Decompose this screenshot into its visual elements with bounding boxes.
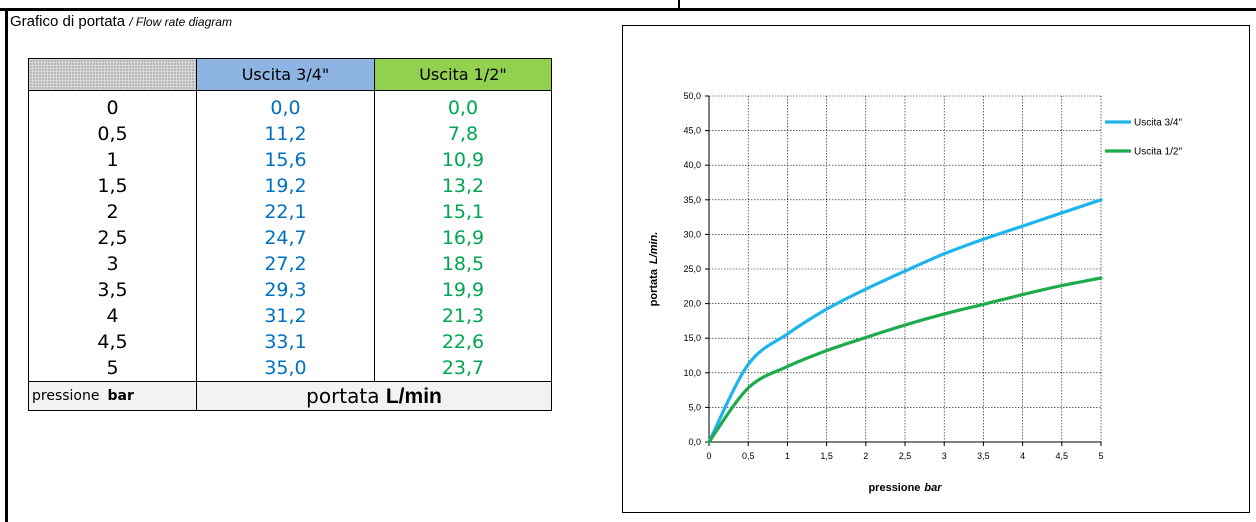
page-title: Grafico di portata / Flow rate diagram — [10, 13, 232, 30]
table-row: 0 0,0 0,0 — [28, 90, 552, 121]
pressure-unit: bar — [107, 388, 134, 404]
flow-3-4-cell: 27,2 — [196, 251, 375, 277]
frame-top-border — [0, 8, 1256, 11]
pressure-cell: 3,5 — [28, 277, 197, 303]
table-row: 3,5 29,3 19,9 — [28, 277, 552, 303]
legend-box — [1103, 133, 1207, 177]
x-tick-label: 1,5 — [820, 451, 833, 461]
flow-1-2-cell: 22,6 — [374, 329, 552, 355]
x-tick-label: 3 — [942, 451, 947, 461]
table-header-row: Uscita 3/4" Uscita 1/2" — [28, 58, 552, 91]
flow-3-4-cell: 31,2 — [196, 303, 375, 329]
table-footer-row: pressione bar portata L/min — [28, 381, 552, 411]
flow-label: portata — [306, 383, 380, 408]
flow-3-4-cell: 35,0 — [196, 355, 375, 382]
x-tick-label: 2 — [863, 451, 868, 461]
y-axis-unit: L/min. — [648, 232, 660, 264]
series-line-uscita-3-4 — [707, 198, 1103, 444]
flow-3-4-cell: 15,6 — [196, 147, 375, 173]
flow-3-4-cell: 0,0 — [196, 90, 375, 121]
x-axis-title-text: pressione — [868, 482, 920, 494]
table-row: 2 22,1 15,1 — [28, 199, 552, 225]
y-tick-label: 10,0 — [683, 368, 701, 378]
pressure-cell: 0 — [28, 90, 197, 121]
flow-1-2-cell: 16,9 — [374, 225, 552, 251]
table-row: 3 27,2 18,5 — [28, 251, 552, 277]
pressure-cell: 0,5 — [28, 121, 197, 147]
y-tick-label: 5,0 — [688, 402, 701, 412]
flow-3-4-cell: 24,7 — [196, 225, 375, 251]
flow-3-4-cell: 11,2 — [196, 121, 375, 147]
table-row: 4 31,2 21,3 — [28, 303, 552, 329]
flow-1-2-cell: 13,2 — [374, 173, 552, 199]
pressure-cell: 2 — [28, 199, 197, 225]
series-line-uscita-1-2 — [707, 276, 1103, 444]
x-tick-label: 4,5 — [1056, 451, 1069, 461]
flow-3-4-cell: 19,2 — [196, 173, 375, 199]
y-tick-label: 35,0 — [683, 195, 701, 205]
pressure-cell: 4,5 — [28, 329, 197, 355]
x-tick-label: 3,5 — [977, 451, 990, 461]
pressure-cell: 1,5 — [28, 173, 197, 199]
pressure-label-cell: pressione bar — [28, 381, 197, 411]
header-corner-cell — [28, 58, 197, 91]
y-tick-label: 30,0 — [683, 229, 701, 239]
y-tick-label: 45,0 — [683, 126, 701, 136]
flow-1-2-cell: 0,0 — [374, 90, 552, 121]
flow-1-2-cell: 18,5 — [374, 251, 552, 277]
pressure-cell: 2,5 — [28, 225, 197, 251]
flow-1-2-cell: 15,1 — [374, 199, 552, 225]
flow-1-2-cell: 10,9 — [374, 147, 552, 173]
x-tick-label: 1 — [785, 451, 790, 461]
pressure-label: pressione — [32, 388, 100, 404]
header-uscita-1-2: Uscita 1/2" — [374, 58, 552, 91]
subtitle-text: / Flow rate diagram — [129, 15, 232, 29]
flow-chart-panel: 0 0,5 1 1,5 2 2,5 3 3,5 4 4,5 5 0,0 5,0 10,0 15,0 20,0 2… — [622, 25, 1250, 513]
pressure-cell: 1 — [28, 147, 197, 173]
frame-left-border — [5, 8, 8, 522]
table-row: 1 15,6 10,9 — [28, 147, 552, 173]
y-tick-label: 50,0 — [683, 91, 701, 101]
flow-1-2-cell: 23,7 — [374, 355, 552, 382]
legend-label: Uscita 3/4" — [1134, 118, 1182, 129]
pressure-cell: 3 — [28, 251, 197, 277]
x-tick-label: 2,5 — [899, 451, 912, 461]
flow-rate-table: Uscita 3/4" Uscita 1/2" 0 0,0 0,0 0,5 11,2 7,… — [28, 58, 552, 411]
legend-label: Uscita 1/2" — [1134, 147, 1182, 158]
header-uscita-3-4: Uscita 3/4" — [196, 58, 375, 91]
y-axis-title-text: portata — [648, 268, 660, 306]
y-axis-title: portata L/min. — [648, 232, 660, 307]
flow-rate-chart: 0 0,5 1 1,5 2 2,5 3 3,5 4 4,5 50,05,010,015,020,02… — [648, 91, 1207, 494]
flow-1-2-cell: 21,3 — [374, 303, 552, 329]
pressure-cell: 5 — [28, 355, 197, 382]
flow-1-2-cell: 19,9 — [374, 277, 552, 303]
y-tick-label: 20,0 — [683, 299, 701, 309]
flow-unit: L/min — [385, 384, 442, 408]
x-tick-label: 4 — [1020, 451, 1025, 461]
table-row: 5 35,0 23,7 — [28, 355, 552, 382]
table-row: 2,5 24,7 16,9 — [28, 225, 552, 251]
x-axis-title: pressione bar — [868, 482, 942, 494]
y-tick-label: 0,0 — [688, 437, 701, 447]
flow-1-2-cell: 7,8 — [374, 121, 552, 147]
x-tick-label: 5 — [1098, 451, 1103, 461]
x-axis-unit: bar — [924, 482, 942, 494]
table-row: 1,5 19,2 13,2 — [28, 173, 552, 199]
flow-3-4-cell: 29,3 — [196, 277, 375, 303]
pressure-cell: 4 — [28, 303, 197, 329]
table-row: 4,5 33,1 22,6 — [28, 329, 552, 355]
y-tick-label: 40,0 — [683, 160, 701, 170]
flow-label-cell: portata L/min — [196, 381, 552, 411]
y-tick-label: 25,0 — [683, 264, 701, 274]
y-tick-label: 15,0 — [683, 333, 701, 343]
flow-3-4-cell: 33,1 — [196, 329, 375, 355]
table-row: 0,5 11,2 7,8 — [28, 121, 552, 147]
frame-divider — [678, 0, 680, 10]
x-tick-label: 0 — [706, 451, 711, 461]
flow-3-4-cell: 22,1 — [196, 199, 375, 225]
title-text: Grafico di portata — [10, 13, 126, 30]
x-tick-label: 0,5 — [742, 451, 755, 461]
